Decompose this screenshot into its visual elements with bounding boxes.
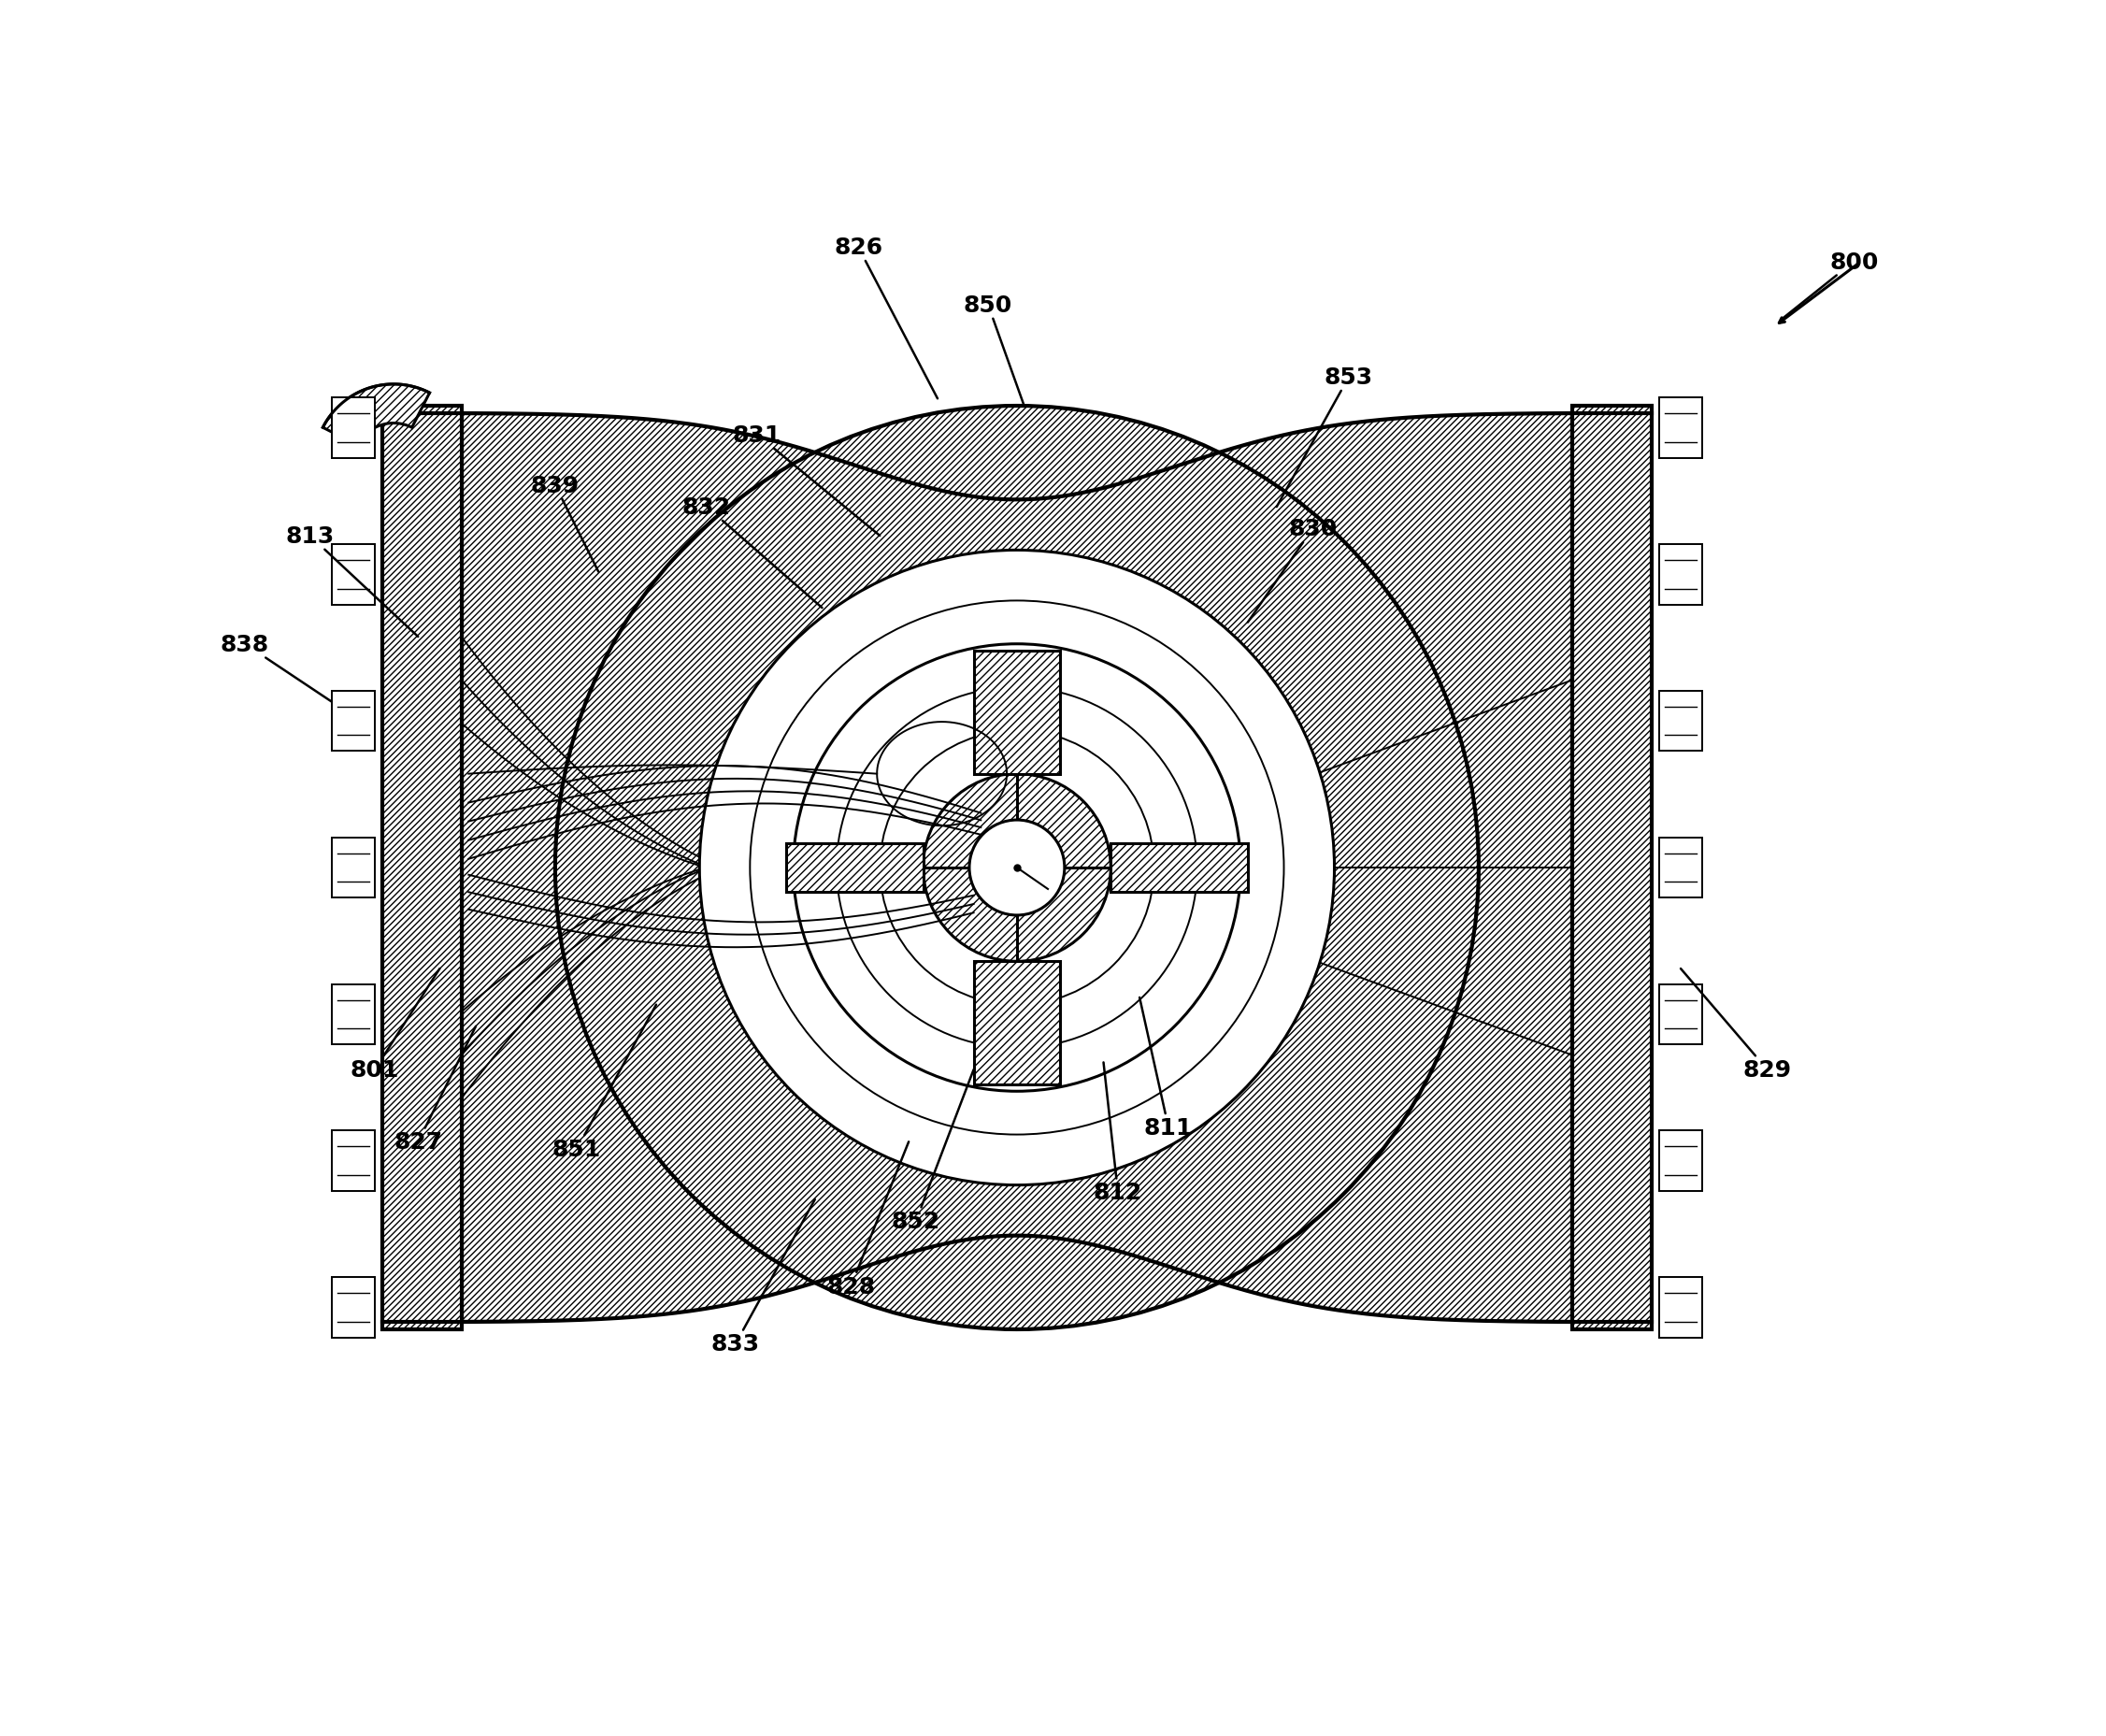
Polygon shape bbox=[461, 392, 1573, 500]
Bar bbox=[381, 406, 461, 1330]
Bar bbox=[973, 962, 1059, 1085]
Bar bbox=[1660, 398, 1702, 458]
Text: 800: 800 bbox=[1782, 252, 1879, 319]
Text: 851: 851 bbox=[552, 1005, 657, 1160]
Bar bbox=[461, 413, 1573, 1323]
Text: 833: 833 bbox=[712, 1200, 815, 1356]
Bar bbox=[331, 1278, 375, 1338]
Bar bbox=[973, 962, 1059, 1085]
Bar bbox=[461, 413, 1573, 1323]
Bar bbox=[1110, 844, 1247, 892]
Bar bbox=[1660, 1130, 1702, 1191]
Circle shape bbox=[699, 550, 1335, 1186]
Text: 813: 813 bbox=[286, 524, 419, 637]
Bar bbox=[973, 651, 1059, 774]
Text: 811: 811 bbox=[1139, 998, 1192, 1139]
Circle shape bbox=[922, 774, 1110, 962]
Circle shape bbox=[556, 406, 1478, 1330]
Text: 839: 839 bbox=[531, 474, 598, 573]
Text: 853: 853 bbox=[1276, 366, 1373, 507]
Bar bbox=[331, 398, 375, 458]
Text: 852: 852 bbox=[891, 1069, 973, 1233]
Polygon shape bbox=[322, 385, 430, 446]
Bar bbox=[786, 844, 922, 892]
Bar bbox=[381, 406, 461, 1330]
Bar bbox=[331, 691, 375, 752]
Bar bbox=[1660, 691, 1702, 752]
Bar bbox=[786, 844, 922, 892]
Bar bbox=[331, 984, 375, 1045]
Bar bbox=[1660, 984, 1702, 1045]
Bar bbox=[1573, 406, 1651, 1330]
Text: 826: 826 bbox=[834, 236, 937, 399]
Text: 831: 831 bbox=[733, 424, 880, 536]
Polygon shape bbox=[461, 1236, 1573, 1344]
Text: 828: 828 bbox=[828, 1142, 908, 1297]
Bar bbox=[331, 1130, 375, 1191]
Text: 838: 838 bbox=[221, 634, 331, 701]
Bar bbox=[1660, 545, 1702, 606]
Text: 829: 829 bbox=[1681, 969, 1792, 1082]
Bar bbox=[1660, 838, 1702, 898]
Circle shape bbox=[794, 644, 1240, 1092]
Circle shape bbox=[699, 550, 1335, 1186]
Circle shape bbox=[969, 821, 1064, 915]
Text: 812: 812 bbox=[1093, 1062, 1141, 1203]
Bar bbox=[1660, 1278, 1702, 1338]
Bar bbox=[1573, 406, 1651, 1330]
Text: 832: 832 bbox=[682, 496, 821, 608]
Text: 827: 827 bbox=[394, 1026, 476, 1153]
Bar bbox=[973, 651, 1059, 774]
Bar bbox=[331, 545, 375, 606]
Bar bbox=[331, 838, 375, 898]
Text: 830: 830 bbox=[1247, 517, 1337, 623]
Bar bbox=[1110, 844, 1247, 892]
Text: 850: 850 bbox=[965, 295, 1024, 406]
Text: 801: 801 bbox=[350, 969, 440, 1082]
